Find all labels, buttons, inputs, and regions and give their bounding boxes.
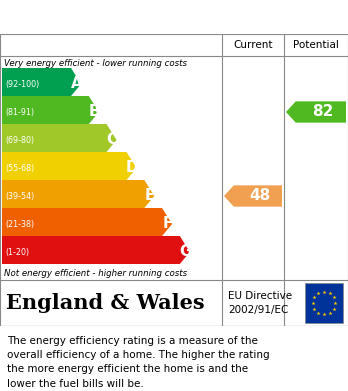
- Polygon shape: [2, 180, 154, 208]
- Text: A: A: [71, 77, 82, 91]
- Text: Energy Efficiency Rating: Energy Efficiency Rating: [10, 8, 258, 26]
- Text: 2002/91/EC: 2002/91/EC: [228, 305, 288, 315]
- Text: overall efficiency of a home. The higher the rating: overall efficiency of a home. The higher…: [7, 350, 269, 360]
- Text: (69-80): (69-80): [5, 136, 34, 145]
- Polygon shape: [2, 236, 190, 264]
- Polygon shape: [224, 185, 282, 206]
- Text: G: G: [179, 244, 191, 260]
- Text: 48: 48: [249, 188, 270, 203]
- Text: (81-91): (81-91): [5, 108, 34, 117]
- Text: (21-38): (21-38): [5, 219, 34, 228]
- Text: Current: Current: [233, 40, 273, 50]
- Text: (1-20): (1-20): [5, 248, 29, 256]
- Text: (55-68): (55-68): [5, 163, 34, 172]
- Polygon shape: [2, 208, 172, 236]
- Text: Potential: Potential: [293, 40, 339, 50]
- Text: E: E: [145, 188, 155, 203]
- Bar: [305, 283, 343, 323]
- Polygon shape: [2, 152, 136, 180]
- Text: Not energy efficient - higher running costs: Not energy efficient - higher running co…: [4, 269, 187, 278]
- Text: (39-54): (39-54): [5, 192, 34, 201]
- Text: England & Wales: England & Wales: [6, 293, 205, 313]
- Text: Very energy efficient - lower running costs: Very energy efficient - lower running co…: [4, 59, 187, 68]
- Text: (92-100): (92-100): [5, 79, 39, 88]
- Polygon shape: [2, 68, 81, 96]
- Text: D: D: [126, 160, 139, 176]
- Text: 82: 82: [312, 104, 334, 120]
- Text: lower the fuel bills will be.: lower the fuel bills will be.: [7, 378, 144, 389]
- Text: EU Directive: EU Directive: [228, 291, 292, 301]
- Text: The energy efficiency rating is a measure of the: The energy efficiency rating is a measur…: [7, 336, 258, 346]
- Text: B: B: [88, 104, 100, 120]
- Polygon shape: [2, 96, 99, 124]
- Text: F: F: [163, 217, 173, 231]
- Text: C: C: [106, 133, 118, 147]
- Polygon shape: [2, 124, 117, 152]
- Polygon shape: [286, 101, 346, 123]
- Text: the more energy efficient the home is and the: the more energy efficient the home is an…: [7, 364, 248, 374]
